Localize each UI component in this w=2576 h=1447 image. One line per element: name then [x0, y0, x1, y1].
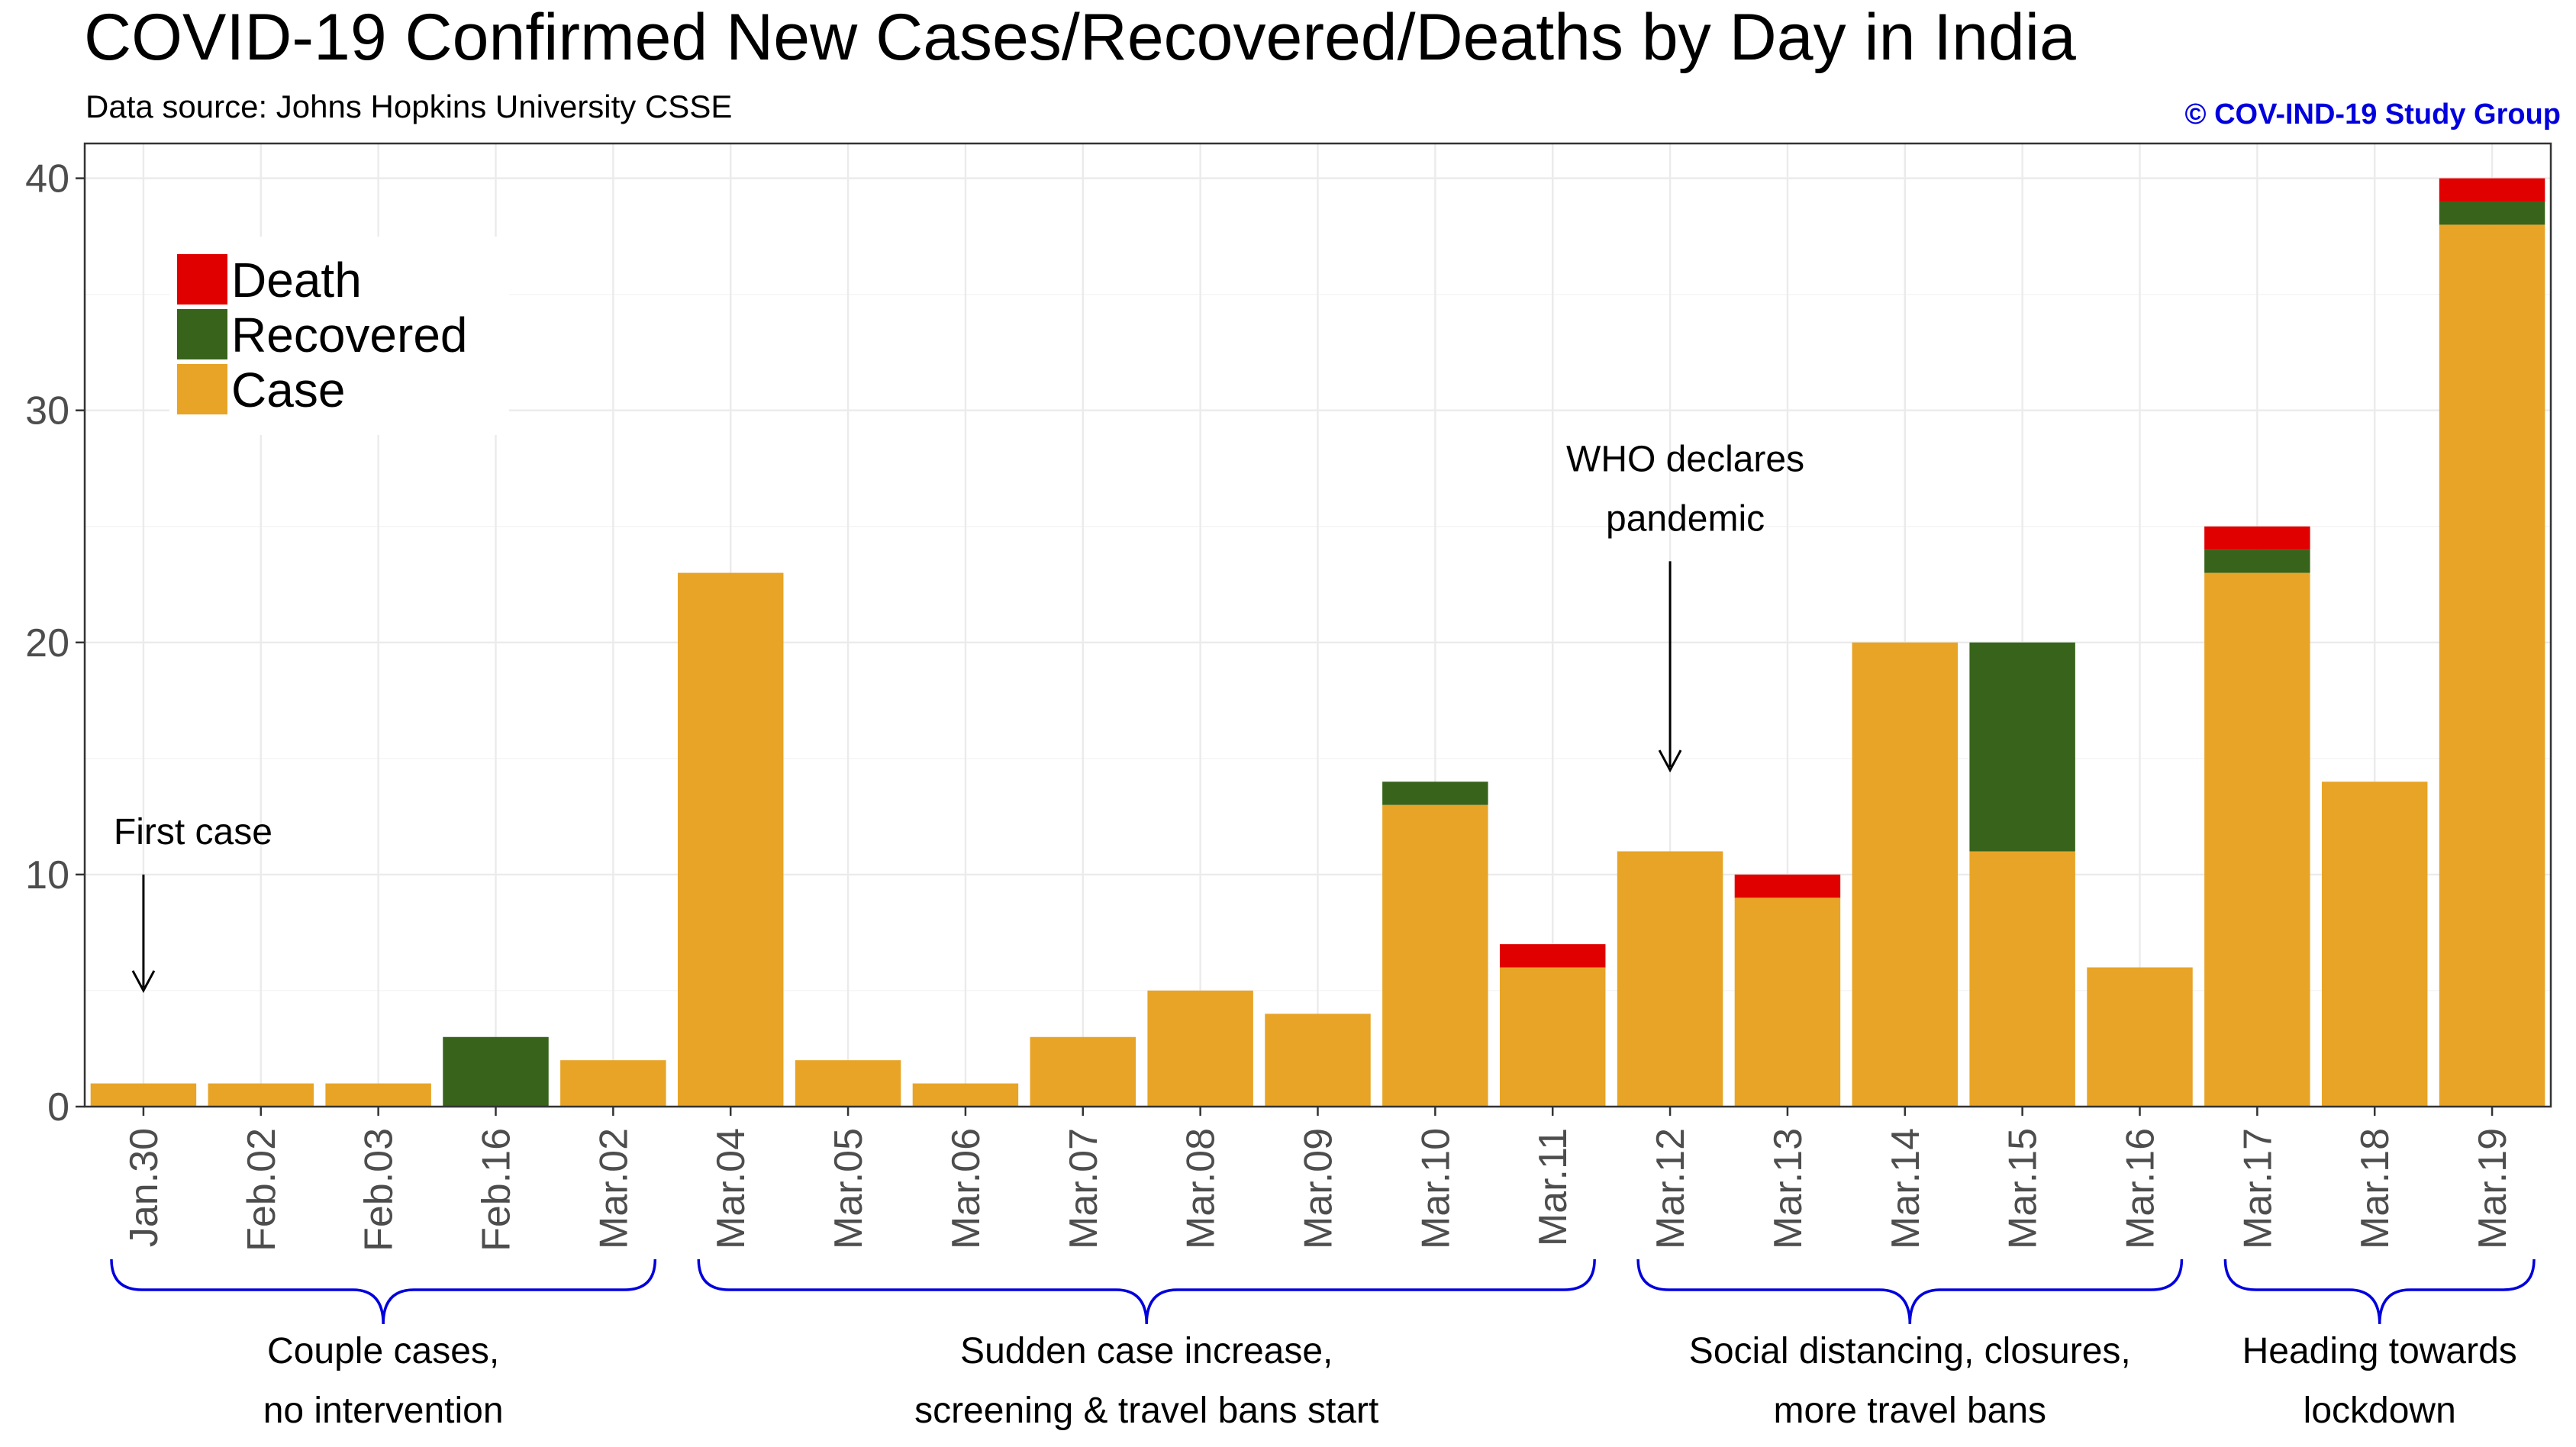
group-label-4: Heading towards [2242, 1331, 2517, 1371]
bar-case-mar-12 [1617, 851, 1723, 1107]
legend-key-death [177, 254, 227, 305]
bar-case-mar-08 [1147, 990, 1253, 1107]
group-brace-4 [2223, 1258, 2536, 1325]
x-tick-label-mar-07: Mar.07 [1062, 1128, 1106, 1249]
bar-case-mar-07 [1030, 1036, 1136, 1107]
x-tick-label-mar-10: Mar.10 [1414, 1128, 1458, 1249]
annotation-2: WHO declares pandemic [1566, 439, 1804, 773]
group-brace-3 [1636, 1258, 2184, 1325]
bar-case-mar-17 [2204, 572, 2310, 1107]
y-tick-label: 0 [47, 1085, 69, 1130]
x-tick-label-mar-02: Mar.02 [592, 1128, 636, 1249]
group-brace-1 [110, 1258, 657, 1325]
group-label-2: screening & travel bans start [914, 1391, 1378, 1431]
group-label-3: more travel bans [1774, 1391, 2047, 1431]
plot-border [83, 142, 2552, 1108]
bar-death-mar-19 [2439, 178, 2545, 202]
bar-case-mar-19 [2439, 224, 2545, 1107]
x-tick-label-mar-09: Mar.09 [1297, 1128, 1341, 1249]
x-tick-label-mar-13: Mar.13 [1766, 1128, 1810, 1249]
x-tick-label-mar-05: Mar.05 [827, 1128, 871, 1249]
annotation-1: First case [114, 812, 272, 994]
bar-recovered-mar-19 [2439, 201, 2545, 225]
bar-case-mar-15 [1969, 851, 2075, 1107]
group-brace-2 [697, 1258, 1596, 1325]
y-tick-label: 20 [25, 621, 69, 665]
bar-death-mar-17 [2204, 526, 2310, 550]
annotation-text: WHO declares [1566, 439, 1804, 479]
bar-case-feb-02 [208, 1083, 314, 1107]
legend-label-death: Death [231, 253, 362, 308]
legend-label-case: Case [231, 363, 345, 417]
bar-case-mar-05 [795, 1060, 901, 1107]
group-label-1: no intervention [263, 1391, 504, 1431]
x-tick-label-mar-15: Mar.15 [2001, 1128, 2046, 1249]
annotation-arrow-head [1658, 749, 1682, 773]
group-label-2: Sudden case increase, [960, 1331, 1333, 1371]
annotation-text: First case [114, 812, 272, 852]
x-tick-label-mar-08: Mar.08 [1179, 1128, 1224, 1249]
annotation-text: pandemic [1606, 498, 1765, 539]
credit-text: © COV-IND-19 Study Group [2185, 98, 2561, 131]
x-tick-label-mar-11: Mar.11 [1531, 1128, 1575, 1246]
x-tick-label-mar-06: Mar.06 [944, 1128, 988, 1249]
x-tick-label-mar-04: Mar.04 [709, 1128, 753, 1249]
bar-death-mar-11 [1499, 944, 1606, 968]
bar-recovered-mar-15 [1969, 642, 2075, 852]
bar-case-mar-18 [2321, 782, 2428, 1107]
bar-death-mar-13 [1734, 874, 1841, 898]
bar-case-mar-13 [1734, 898, 1841, 1107]
bar-recovered-feb-16 [443, 1036, 549, 1107]
legend-label-recovered: Recovered [231, 308, 468, 363]
bar-case-mar-10 [1382, 804, 1488, 1107]
bar-case-feb-03 [325, 1083, 431, 1107]
x-tick-label-feb-16: Feb.16 [475, 1128, 519, 1252]
legend-key-case [177, 364, 227, 414]
bar-recovered-mar-10 [1382, 782, 1488, 805]
bar-case-mar-16 [2087, 967, 2193, 1107]
annotation-arrow-head [131, 970, 156, 994]
bar-case-mar-09 [1265, 1014, 1371, 1107]
group-label-1: Couple cases, [267, 1331, 499, 1371]
bar-case-mar-04 [677, 572, 784, 1107]
group-label-4: lockdown [2304, 1391, 2456, 1431]
x-tick-label-mar-19: Mar.19 [2471, 1128, 2515, 1249]
x-tick-label-feb-02: Feb.02 [240, 1128, 284, 1252]
bar-case-mar-02 [560, 1060, 666, 1107]
x-tick-label-mar-12: Mar.12 [1649, 1128, 1693, 1249]
bar-recovered-mar-17 [2204, 549, 2310, 573]
x-tick-label-mar-16: Mar.16 [2119, 1128, 2163, 1249]
y-tick-label: 30 [25, 389, 69, 433]
bar-case-jan-30 [90, 1083, 197, 1107]
chart-title: COVID-19 Confirmed New Cases/Recovered/D… [84, 1, 2076, 74]
period-groups: Couple cases, no intervention Sudden case … [110, 1258, 2536, 1431]
plot-area: 0 10 20 30 40 Jan.30 Feb.02 Feb.03 Feb.16 Mar.02 M… [25, 142, 2552, 1252]
bar-case-mar-14 [1852, 642, 1959, 1107]
x-tick-label-mar-18: Mar.18 [2353, 1128, 2397, 1249]
x-tick-label-jan-30: Jan.30 [122, 1128, 166, 1247]
x-tick-label-mar-14: Mar.14 [1884, 1128, 1928, 1249]
bar-case-mar-11 [1499, 967, 1606, 1107]
chart-subtitle: Data source: Johns Hopkins University CS… [85, 89, 732, 124]
y-tick-label: 10 [25, 853, 69, 898]
legend-key-recovered [177, 309, 227, 359]
x-tick-label-mar-17: Mar.17 [2236, 1128, 2280, 1249]
group-label-3: Social distancing, closures, [1689, 1331, 2131, 1371]
y-tick-label: 40 [25, 157, 69, 201]
bar-case-mar-06 [912, 1083, 1019, 1107]
x-tick-label-feb-03: Feb.03 [357, 1128, 401, 1252]
